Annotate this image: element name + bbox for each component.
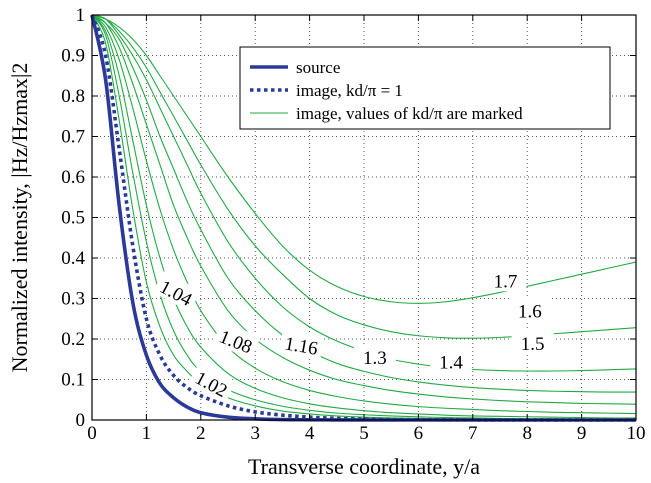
x-tick-label: 4: [305, 423, 315, 444]
x-tick-label: 6: [414, 423, 424, 444]
legend: source image, kd/π = 1 image, values of kd…: [239, 46, 611, 130]
y-tick-label: 0.2: [61, 329, 85, 350]
y-tick-label: 0: [76, 410, 86, 431]
curve-label-backing: [278, 328, 325, 360]
curve-label: 1.3: [363, 348, 387, 369]
curve-label-backing: [484, 267, 527, 292]
x-tick-label: 5: [359, 423, 369, 444]
y-tick-label: 0.4: [61, 248, 85, 269]
curve-label-backing: [187, 362, 237, 404]
y-tick-label: 0.6: [61, 167, 85, 188]
y-axis-title: Normalized intensity, |Hz/Hzmax|2: [7, 63, 32, 373]
y-axis-title-text: Normalized intensity, |Hz/Hzmax|2: [7, 63, 32, 373]
legend-label: image, kd/π = 1: [296, 81, 403, 100]
curve-label-backing: [430, 348, 473, 373]
x-axis-title: Transverse coordinate, y/a: [248, 454, 480, 479]
curve-label: 1.7: [494, 271, 518, 292]
x-tick-label: 2: [196, 423, 206, 444]
y-tick-label: 0.3: [61, 289, 85, 310]
x-tick-label: 10: [627, 423, 646, 444]
x-tick-label: 7: [468, 423, 478, 444]
x-tick-label: 9: [577, 423, 587, 444]
curve-label-backing: [152, 271, 201, 312]
x-tick-label: 8: [522, 423, 532, 444]
series-line-kd-1-5: [91, 14, 637, 372]
curve-label-backing: [212, 321, 261, 360]
curve-label: 1.16: [283, 333, 319, 359]
y-tick-label: 0.8: [61, 86, 85, 107]
x-tick-label: 1: [142, 423, 152, 444]
curve-label: 1.4: [439, 352, 463, 373]
series-line-kd-1-3: [91, 14, 637, 405]
curve-label-backing: [508, 297, 551, 322]
x-tick-label: 3: [250, 423, 260, 444]
y-tick-label: 0.5: [61, 208, 85, 229]
curve-label: 1.6: [518, 302, 542, 323]
curve-label: 1.5: [521, 334, 545, 355]
y-tick-label: 0.1: [61, 370, 85, 391]
legend-label: image, values of kd/π are marked: [296, 104, 523, 123]
legend-box: [239, 46, 611, 130]
y-tick-label: 0.7: [61, 127, 85, 148]
y-tick-label: 1: [76, 5, 86, 26]
x-tick-label: 0: [87, 423, 97, 444]
legend-label: source: [296, 58, 340, 77]
curve-label-backing: [511, 330, 554, 355]
series-line-kd-1-16: [91, 14, 637, 415]
axis-ticks: 0 1 2 3 4 5 6 7 8 9 10 0 0.1 0.2 0.3 0.4 0.5 0.6 0.7 0.8 0.9…: [61, 5, 645, 444]
curve-label-backing: [353, 344, 396, 369]
x-axis-title-text: Transverse coordinate, y/a: [248, 454, 480, 479]
curve-labels: 1.021.041.08 1.16 1.3 1.41.51.61.7: [152, 267, 554, 404]
series-line-kd-1-7: [91, 14, 637, 304]
y-tick-label: 0.9: [61, 46, 85, 67]
